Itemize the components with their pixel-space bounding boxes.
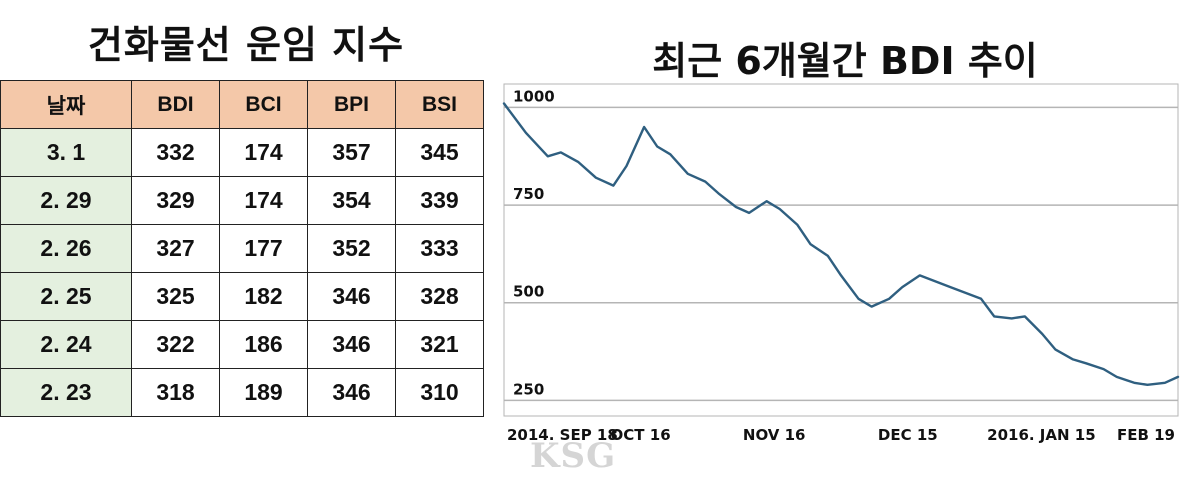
cell-bsi: 333 [395, 224, 484, 273]
cell-bpi: 346 [307, 272, 396, 321]
header-bdi: BDI [131, 80, 220, 129]
y-tick-label: 250 [513, 380, 544, 398]
x-tick-label: 2016. JAN 15 [987, 426, 1096, 444]
cell-bpi: 346 [307, 320, 396, 369]
header-bsi: BSI [395, 80, 484, 129]
cell-bsi: 339 [395, 176, 484, 225]
cell-date: 2. 23 [0, 368, 132, 417]
cell-date: 2. 29 [0, 176, 132, 225]
header-date: 날짜 [0, 80, 132, 129]
x-tick-label: 2014. SEP 18 [507, 426, 618, 444]
cell-bdi: 327 [131, 224, 220, 273]
cell-bci: 186 [219, 320, 308, 369]
y-tick-label: 750 [513, 185, 544, 203]
cell-bsi: 310 [395, 368, 484, 417]
table-row: 3. 1 332 174 357 345 [0, 128, 484, 177]
cell-bdi: 325 [131, 272, 220, 321]
cell-date: 2. 26 [0, 224, 132, 273]
cell-bdi: 332 [131, 128, 220, 177]
y-tick-label: 500 [513, 283, 544, 301]
y-tick-label: 1000 [513, 87, 555, 105]
cell-bpi: 354 [307, 176, 396, 225]
cell-bsi: 321 [395, 320, 484, 369]
cell-date: 2. 24 [0, 320, 132, 369]
cell-bsi: 345 [395, 128, 484, 177]
cell-bpi: 346 [307, 368, 396, 417]
cell-bdi: 318 [131, 368, 220, 417]
cell-bdi: 329 [131, 176, 220, 225]
cell-bci: 189 [219, 368, 308, 417]
table-row: 2. 26 327 177 352 333 [0, 224, 484, 273]
table-row: 2. 23 318 189 346 310 [0, 368, 484, 417]
table-title: 건화물선 운임 지수 [87, 23, 405, 67]
bdi-series-line [502, 102, 1180, 386]
x-tick-label: OCT 16 [611, 426, 671, 444]
x-tick-label: DEC 15 [878, 426, 938, 444]
table-row: 2. 24 322 186 346 321 [0, 320, 484, 369]
plot-frame [503, 83, 1179, 417]
table-row: 2. 25 325 182 346 328 [0, 272, 484, 321]
x-tick-label: FEB 19 [1117, 426, 1175, 444]
cell-bci: 174 [219, 176, 308, 225]
cell-date: 3. 1 [0, 128, 132, 177]
cell-bsi: 328 [395, 272, 484, 321]
header-bpi: BPI [307, 80, 396, 129]
table-row: 2. 29 329 174 354 339 [0, 176, 484, 225]
cell-bci: 177 [219, 224, 308, 273]
cell-bpi: 352 [307, 224, 396, 273]
cell-date: 2. 25 [0, 272, 132, 321]
cell-bdi: 322 [131, 320, 220, 369]
cell-bci: 174 [219, 128, 308, 177]
cell-bci: 182 [219, 272, 308, 321]
cell-bpi: 357 [307, 128, 396, 177]
chart-title: 최근 6개월간 BDI 추이 [652, 39, 1038, 83]
header-bci: BCI [219, 80, 308, 129]
table-header-row: 날짜 BDI BCI BPI BSI [0, 80, 484, 129]
watermark-logo: KSG [530, 436, 617, 476]
freight-index-table: 날짜 BDI BCI BPI BSI 3. 1 332 174 357 345 … [0, 80, 484, 417]
x-tick-label: NOV 16 [743, 426, 806, 444]
